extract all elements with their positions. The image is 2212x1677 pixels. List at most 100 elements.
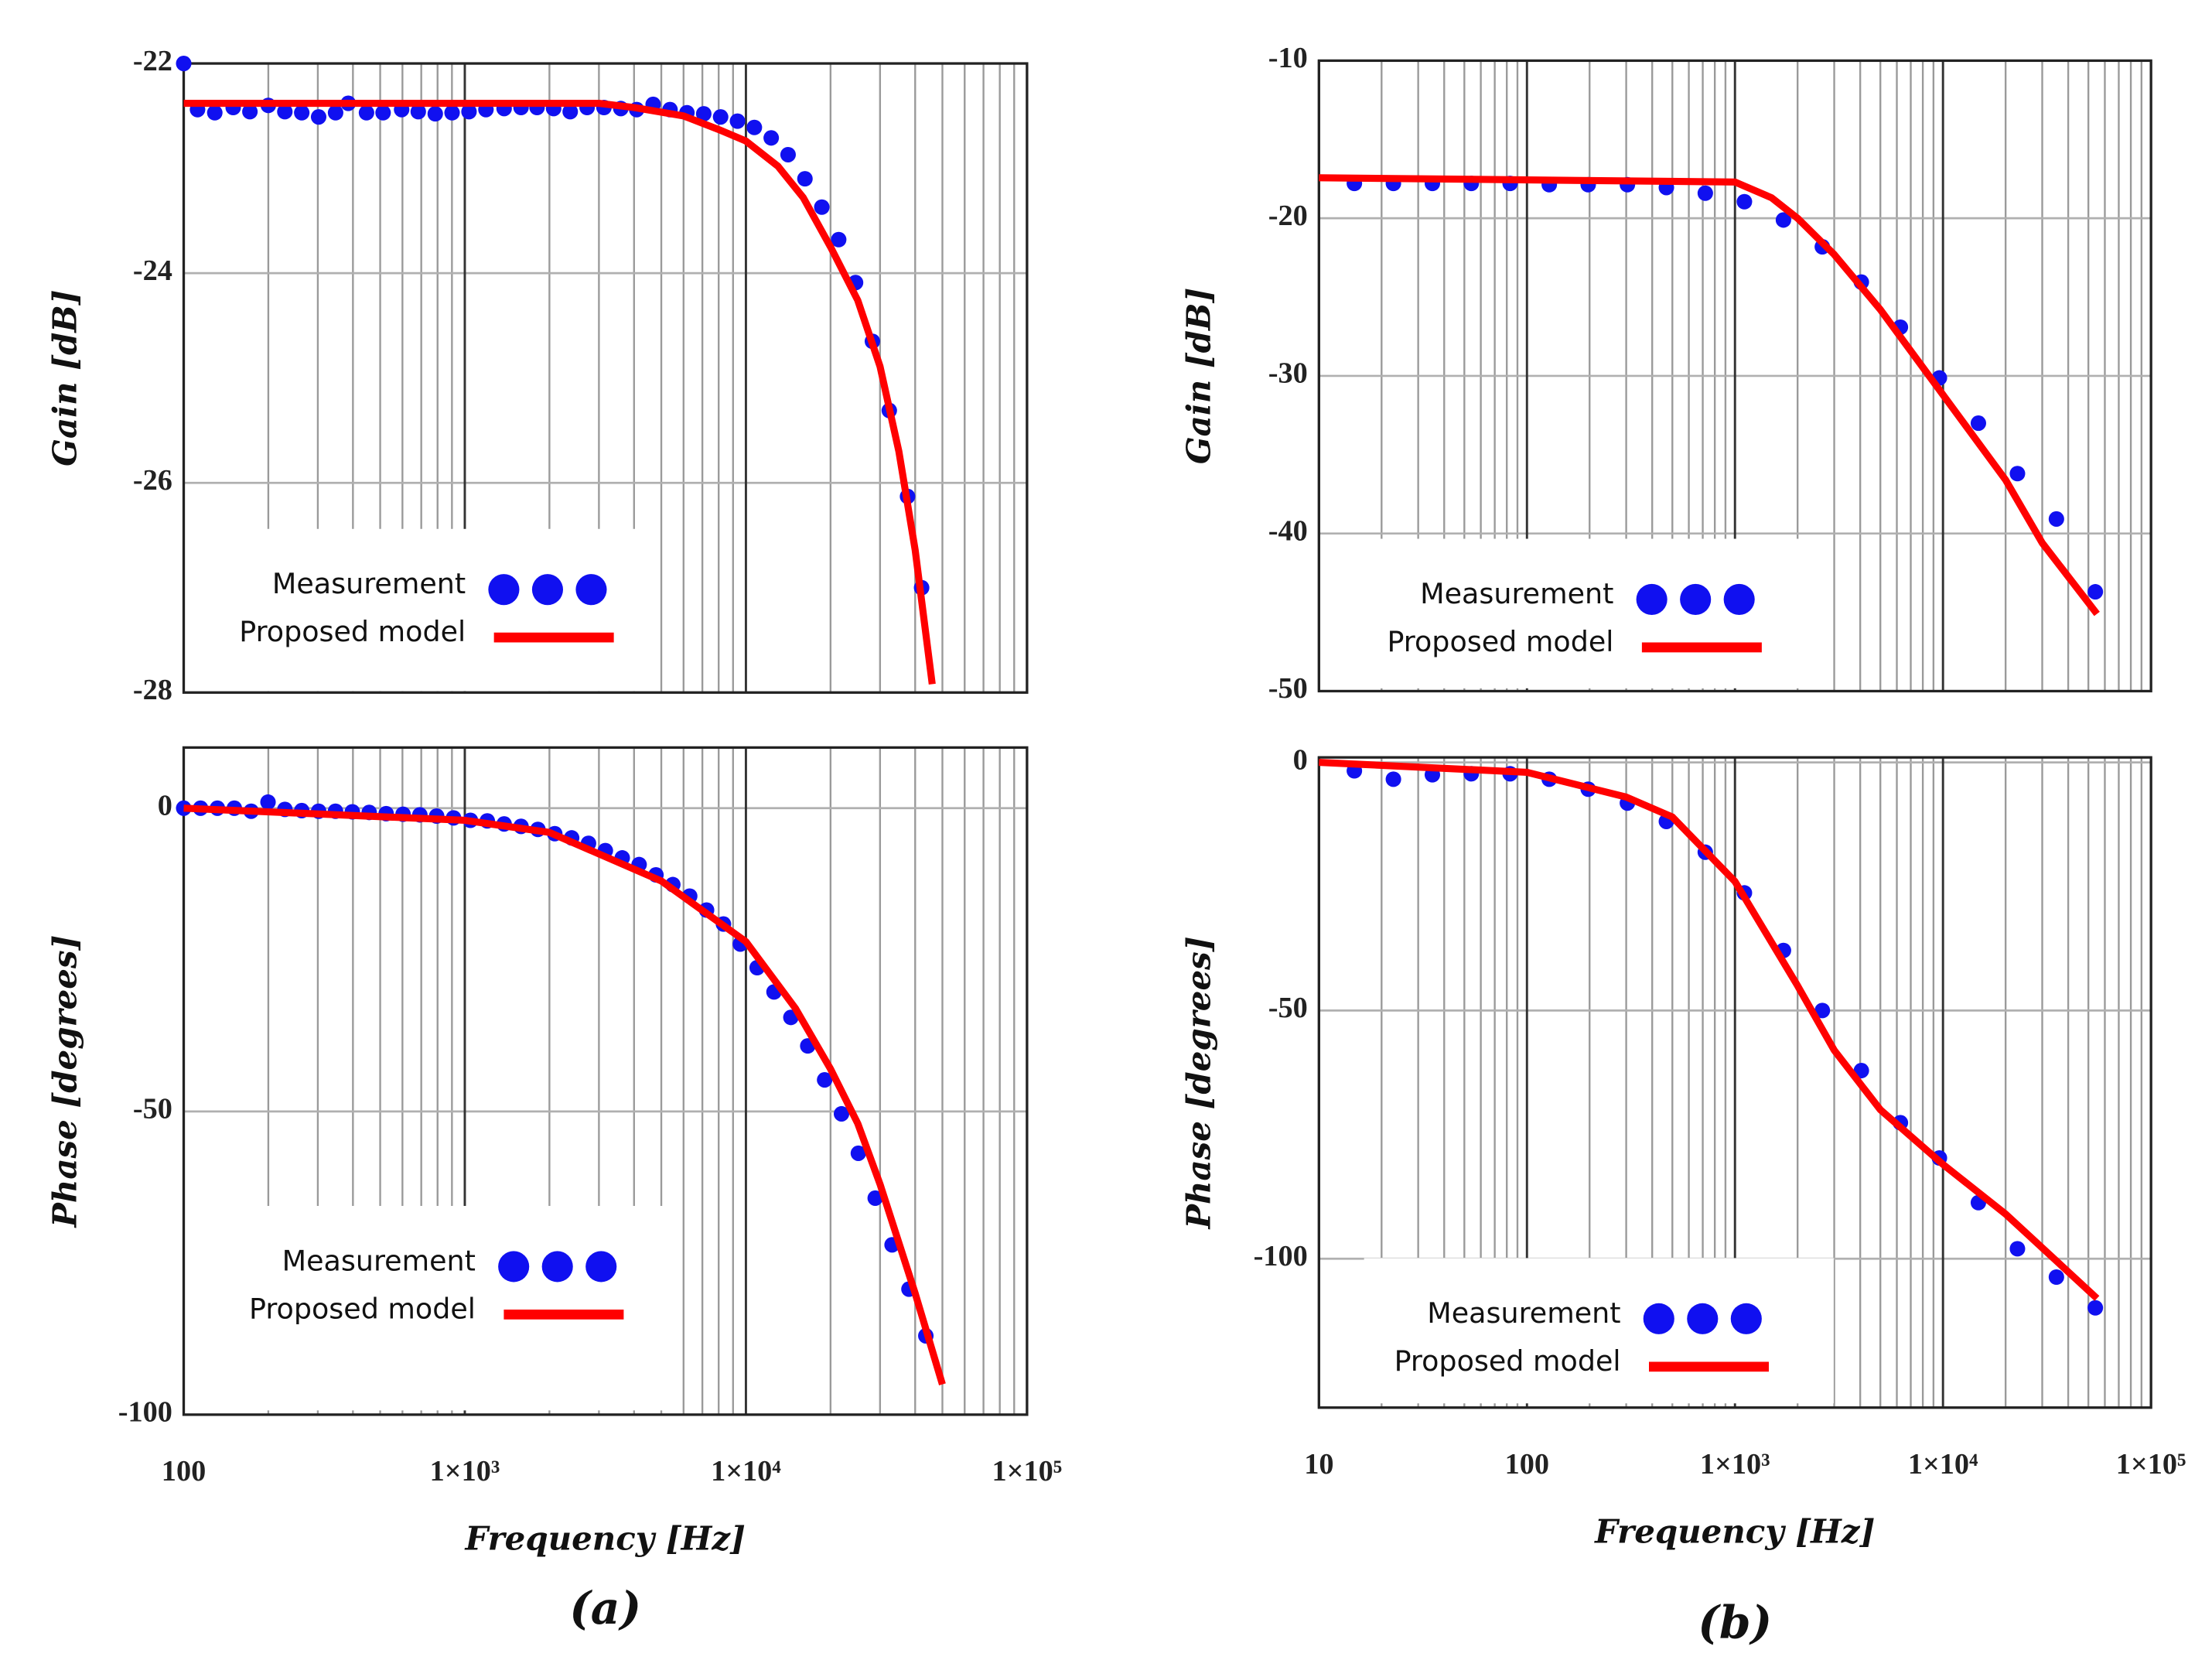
x-tick-label: 1×10³ — [430, 1455, 500, 1487]
measurement-point — [797, 171, 813, 187]
legend-label: Measurement — [272, 567, 466, 600]
legend-marker — [1730, 1303, 1762, 1334]
measurement-point — [833, 1105, 850, 1122]
legend-label: Proposed model — [1387, 625, 1613, 658]
y-tick-label: -50 — [133, 1093, 172, 1125]
legend-label: Proposed model — [1394, 1344, 1621, 1378]
legend-label: Proposed model — [249, 1292, 476, 1325]
measurement-point — [2009, 1241, 2026, 1257]
measurement-point — [562, 104, 579, 120]
model-line — [183, 100, 936, 685]
x-tick-label: 10 — [1304, 1448, 1333, 1481]
legend-marker — [531, 574, 563, 606]
model-line — [183, 804, 946, 1385]
measurement-point — [176, 56, 192, 72]
y-tick-label: -28 — [133, 674, 172, 706]
y-tick-label: 0 — [158, 790, 172, 822]
measurement-point — [831, 231, 847, 248]
measurement-point — [327, 104, 343, 121]
plot-content — [1319, 759, 2104, 1316]
x-tick-label: 1×10⁴ — [711, 1455, 781, 1487]
x-tick-label: 1×10⁵ — [2116, 1448, 2186, 1481]
measurement-point — [461, 104, 477, 120]
model-line — [1319, 174, 2100, 616]
measurement-point — [1697, 185, 1713, 201]
measurement-point — [817, 1072, 833, 1088]
legend-marker — [498, 1251, 530, 1283]
y-tick-label: -10 — [1268, 42, 1308, 74]
measurement-point — [1970, 415, 1986, 432]
legend-marker — [1723, 583, 1755, 615]
y-tick-label: -26 — [133, 464, 172, 497]
measurement-point — [2087, 584, 2104, 600]
plot-content — [176, 794, 946, 1385]
y-tick-label: -24 — [133, 254, 172, 287]
x-tick-label: 1×10⁵ — [992, 1455, 1063, 1487]
y-tick-label: -40 — [1268, 514, 1308, 547]
legend-box — [209, 528, 657, 692]
measurement-point — [780, 146, 796, 162]
measurement-point — [277, 104, 293, 120]
plot-content — [1319, 174, 2104, 616]
measurement-point — [2048, 1269, 2064, 1286]
plot-frame — [182, 62, 1029, 694]
y-axis-label: Phase [degrees] — [46, 935, 84, 1228]
caption: (b) — [1698, 1595, 1772, 1648]
measurement-point — [712, 109, 729, 125]
legend-marker — [1687, 1303, 1719, 1334]
plot-frame — [1317, 756, 2152, 1409]
y-tick-label: -100 — [1254, 1240, 1308, 1272]
x-tick-label: 1×10³ — [1700, 1448, 1770, 1481]
measurement-point — [358, 104, 374, 121]
legend-box — [1364, 1258, 1834, 1404]
measurement-point — [850, 1145, 866, 1161]
measurement-point — [1736, 193, 1753, 210]
measurement-point — [1775, 212, 1791, 228]
measurement-point — [1385, 771, 1401, 787]
measurement-point — [2087, 1300, 2104, 1316]
x-axis-label: Frequency [Hz] — [1594, 1512, 1875, 1550]
legend-box — [219, 1205, 667, 1411]
x-axis-label: Frequency [Hz] — [465, 1519, 746, 1557]
legend-label: Measurement — [1427, 1296, 1620, 1330]
y-tick-label: -20 — [1268, 200, 1308, 232]
measurement-point — [444, 104, 460, 121]
legend-marker — [1680, 583, 1712, 615]
measurement-point — [260, 794, 276, 810]
y-tick-label: -30 — [1268, 357, 1308, 390]
measurement-point — [242, 104, 258, 120]
x-tick-label: 1×10⁴ — [1908, 1448, 1978, 1481]
measurement-point — [375, 104, 391, 121]
y-tick-label: 0 — [1293, 743, 1308, 776]
y-tick-label: -50 — [1268, 992, 1308, 1024]
legend-marker — [488, 574, 520, 606]
legend-marker — [1643, 1303, 1674, 1334]
legend-marker — [575, 574, 607, 606]
legend-marker — [541, 1251, 573, 1283]
measurement-point — [2048, 511, 2064, 527]
legend-box — [1357, 538, 1823, 688]
x-tick-label: 100 — [1505, 1448, 1549, 1481]
y-tick-label: -50 — [1268, 672, 1308, 705]
measurement-point — [410, 104, 426, 120]
y-axis-label: Gain [dB] — [46, 289, 84, 466]
caption: (a) — [569, 1581, 641, 1634]
measurement-point — [729, 113, 746, 129]
legend-marker — [585, 1251, 617, 1283]
measurement-point — [763, 130, 780, 146]
measurement-point — [695, 106, 712, 122]
measurement-point — [867, 1190, 883, 1206]
y-tick-label: -22 — [133, 45, 172, 77]
measurement-point — [1814, 1002, 1831, 1019]
measurement-point — [207, 104, 223, 121]
y-axis-label: Phase [degrees] — [1179, 936, 1217, 1229]
y-axis-label: Gain [dB] — [1179, 288, 1217, 464]
measurement-point — [746, 119, 763, 135]
plot-frame — [182, 746, 1029, 1416]
plot-content — [176, 56, 936, 685]
measurement-point — [2009, 466, 2026, 482]
legend-marker — [1636, 583, 1668, 615]
plot-frame — [1317, 59, 2152, 693]
y-tick-label: -100 — [118, 1396, 172, 1429]
